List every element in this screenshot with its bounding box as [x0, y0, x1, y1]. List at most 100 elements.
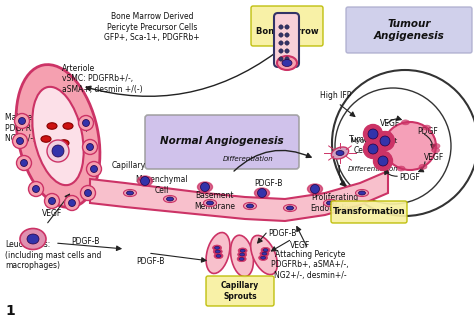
FancyBboxPatch shape: [331, 201, 407, 223]
Polygon shape: [90, 171, 388, 221]
Text: Arteriole
vSMC: PDGFRb+/-,
aSMA+, desmin +/(-): Arteriole vSMC: PDGFRb+/-, aSMA+, desmin…: [62, 64, 143, 94]
Ellipse shape: [358, 191, 365, 195]
Circle shape: [375, 132, 394, 151]
Circle shape: [279, 41, 283, 45]
Text: Mesenchymal
Cell: Mesenchymal Cell: [136, 175, 188, 195]
Circle shape: [84, 189, 91, 196]
Ellipse shape: [59, 140, 69, 146]
Ellipse shape: [283, 204, 297, 212]
Circle shape: [310, 185, 319, 194]
Ellipse shape: [237, 252, 246, 257]
Circle shape: [33, 186, 39, 193]
Ellipse shape: [50, 148, 60, 154]
Circle shape: [140, 177, 149, 186]
Ellipse shape: [206, 232, 230, 273]
Circle shape: [378, 156, 388, 166]
Circle shape: [279, 49, 283, 53]
Text: PDGF: PDGF: [418, 126, 438, 135]
Ellipse shape: [432, 143, 440, 149]
Circle shape: [86, 161, 101, 177]
Ellipse shape: [124, 189, 137, 196]
Ellipse shape: [263, 248, 268, 252]
Ellipse shape: [207, 201, 213, 205]
Circle shape: [18, 117, 26, 125]
Text: Leucocytes:
(including mast cells and
macrophages): Leucocytes: (including mast cells and ma…: [5, 240, 101, 270]
Ellipse shape: [286, 206, 293, 210]
Circle shape: [368, 144, 378, 154]
Ellipse shape: [384, 122, 436, 170]
Circle shape: [45, 194, 60, 209]
Ellipse shape: [215, 246, 219, 249]
Ellipse shape: [261, 256, 265, 259]
Ellipse shape: [230, 235, 254, 277]
Text: PDGF-B: PDGF-B: [268, 229, 296, 238]
Ellipse shape: [137, 176, 153, 186]
Ellipse shape: [20, 229, 46, 249]
Text: Myofibroblast: Myofibroblast: [350, 138, 397, 144]
FancyBboxPatch shape: [206, 276, 274, 306]
Ellipse shape: [239, 257, 244, 260]
Circle shape: [69, 199, 75, 206]
Ellipse shape: [215, 250, 220, 253]
Ellipse shape: [214, 253, 223, 259]
Circle shape: [285, 41, 289, 45]
Circle shape: [285, 57, 289, 61]
Circle shape: [374, 152, 392, 170]
Ellipse shape: [63, 123, 73, 129]
Circle shape: [12, 134, 27, 149]
Ellipse shape: [251, 235, 277, 274]
Text: VEGF: VEGF: [42, 209, 62, 218]
Text: PDGF-B: PDGF-B: [136, 256, 164, 265]
Circle shape: [380, 136, 390, 146]
Ellipse shape: [238, 248, 247, 254]
Circle shape: [79, 116, 93, 131]
Ellipse shape: [282, 59, 292, 66]
Text: High IFP: High IFP: [320, 91, 352, 100]
Ellipse shape: [308, 184, 322, 194]
Ellipse shape: [166, 197, 173, 201]
Text: Tumour
Angigenesis: Tumour Angigenesis: [374, 19, 444, 41]
Ellipse shape: [423, 125, 431, 130]
Text: PDGF-B: PDGF-B: [71, 237, 99, 246]
FancyBboxPatch shape: [145, 115, 299, 169]
Ellipse shape: [16, 65, 100, 207]
Text: Proliferating
Endothelium: Proliferating Endothelium: [311, 193, 359, 213]
Text: Mature Pericyte
PDGFRb+/-, aSMA+/-,
NG2+/-, desmin +/-: Mature Pericyte PDGFRb+/-, aSMA+/-, NG2+…: [5, 113, 88, 143]
Ellipse shape: [255, 188, 270, 198]
Text: Transformation: Transformation: [333, 207, 405, 216]
Text: PDGF-B: PDGF-B: [254, 178, 282, 187]
Ellipse shape: [259, 255, 268, 260]
Circle shape: [17, 155, 31, 170]
Circle shape: [64, 195, 80, 211]
Text: Bone Marrow Derived
Pericyte Precursor Cells
GFP+, Sca-1+, PDGFRb+: Bone Marrow Derived Pericyte Precursor C…: [104, 12, 200, 42]
Text: Capillary: Capillary: [112, 161, 146, 170]
Ellipse shape: [323, 199, 337, 206]
Ellipse shape: [432, 148, 439, 153]
Circle shape: [86, 143, 93, 151]
Circle shape: [368, 129, 378, 139]
Ellipse shape: [397, 166, 405, 171]
Ellipse shape: [47, 123, 57, 129]
Text: Tumour
Cells: Tumour Cells: [349, 135, 377, 155]
FancyBboxPatch shape: [346, 7, 472, 53]
Ellipse shape: [383, 132, 392, 136]
Text: Differentiation: Differentiation: [348, 166, 399, 172]
Circle shape: [81, 186, 95, 201]
Circle shape: [285, 25, 289, 29]
Ellipse shape: [32, 87, 84, 185]
Circle shape: [82, 119, 90, 126]
Ellipse shape: [240, 253, 245, 256]
Circle shape: [20, 160, 27, 167]
Ellipse shape: [331, 147, 349, 159]
Text: Normal Angiogenesis: Normal Angiogenesis: [160, 136, 284, 146]
Ellipse shape: [382, 152, 390, 157]
Circle shape: [47, 140, 69, 162]
Circle shape: [28, 181, 44, 196]
Text: PDGF: PDGF: [400, 173, 420, 183]
Text: VEGF: VEGF: [290, 240, 310, 249]
Text: Differentiation: Differentiation: [223, 156, 273, 162]
Ellipse shape: [327, 201, 334, 205]
Ellipse shape: [237, 256, 246, 262]
Ellipse shape: [213, 249, 222, 254]
Circle shape: [285, 49, 289, 53]
